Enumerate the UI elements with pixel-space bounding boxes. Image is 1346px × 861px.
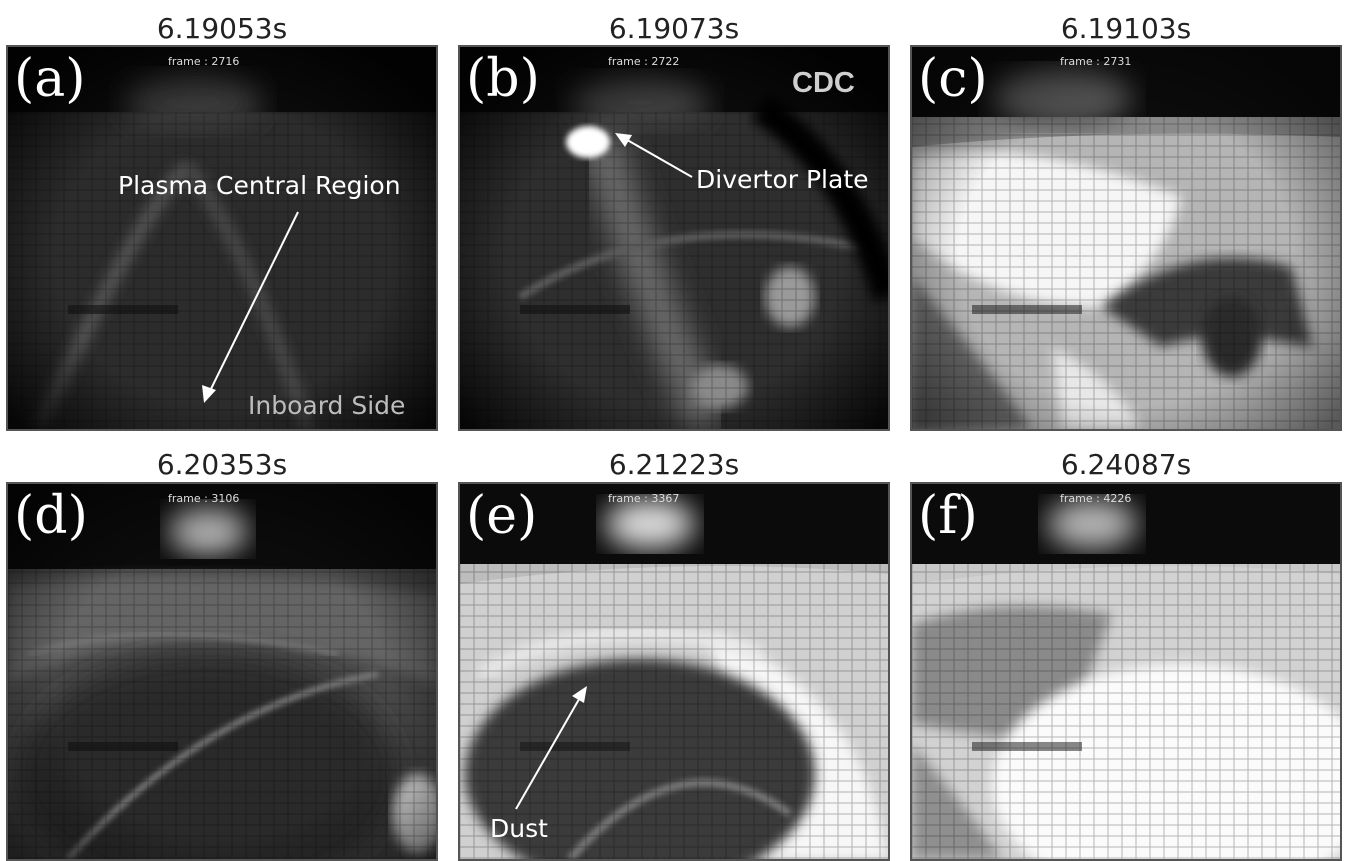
panel-b-time: 6.19073s [608, 12, 740, 45]
divertor-plate-arrow [615, 133, 693, 178]
panel-c-frame-number: frame : 2731 [1060, 55, 1132, 68]
panel-a-frame-number: frame : 2716 [168, 55, 240, 68]
panel-c-letter: (c) [918, 49, 988, 109]
panel-b-frame-number: frame : 2722 [608, 55, 680, 68]
divertor-plate-label: Divertor Plate [696, 165, 869, 194]
panel-e-frame-number: frame : 3367 [608, 492, 680, 505]
panel-c-image: (c) frame : 2731 [910, 45, 1342, 431]
panel-b-scene [460, 47, 888, 429]
panel-a-time: 6.19053s [156, 12, 288, 45]
panel-f-image: (f) frame : 4226 [910, 482, 1342, 861]
dust-label: Dust [490, 814, 548, 843]
panel-e-image: (e) frame : 3367 Dust [458, 482, 890, 861]
panel-d-time: 6.20353s [156, 448, 288, 481]
panel-b-image: (b) frame : 2722 CDC Divertor Plate [458, 45, 890, 431]
plasma-central-region-label: Plasma Central Region [118, 171, 401, 200]
panel-f-scene [912, 484, 1340, 859]
inboard-side-label: Inboard Side [248, 391, 406, 420]
plasma-central-region-arrow [202, 211, 299, 403]
dust-arrow [515, 686, 587, 810]
panel-c-scene [912, 47, 1340, 429]
panel-d-letter: (d) [14, 486, 88, 546]
panel-e-scene [460, 484, 888, 859]
panel-a-scene [8, 47, 436, 429]
panel-f-time: 6.24087s [1060, 448, 1192, 481]
cdc-label: CDC [792, 67, 855, 99]
panel-d-image: (d) frame : 3106 [6, 482, 438, 861]
panel-e-letter: (e) [466, 486, 538, 546]
panel-e-time: 6.21223s [608, 448, 740, 481]
panel-b-letter: (b) [466, 49, 540, 109]
panel-d-frame-number: frame : 3106 [168, 492, 240, 505]
panel-d-scene [8, 484, 436, 859]
panel-f-letter: (f) [918, 486, 978, 546]
panel-a-image: (a) frame : 2716 Plasma Central Region I… [6, 45, 438, 431]
panel-a-letter: (a) [14, 49, 86, 109]
panel-c-time: 6.19103s [1060, 12, 1192, 45]
panel-f-frame-number: frame : 4226 [1060, 492, 1132, 505]
